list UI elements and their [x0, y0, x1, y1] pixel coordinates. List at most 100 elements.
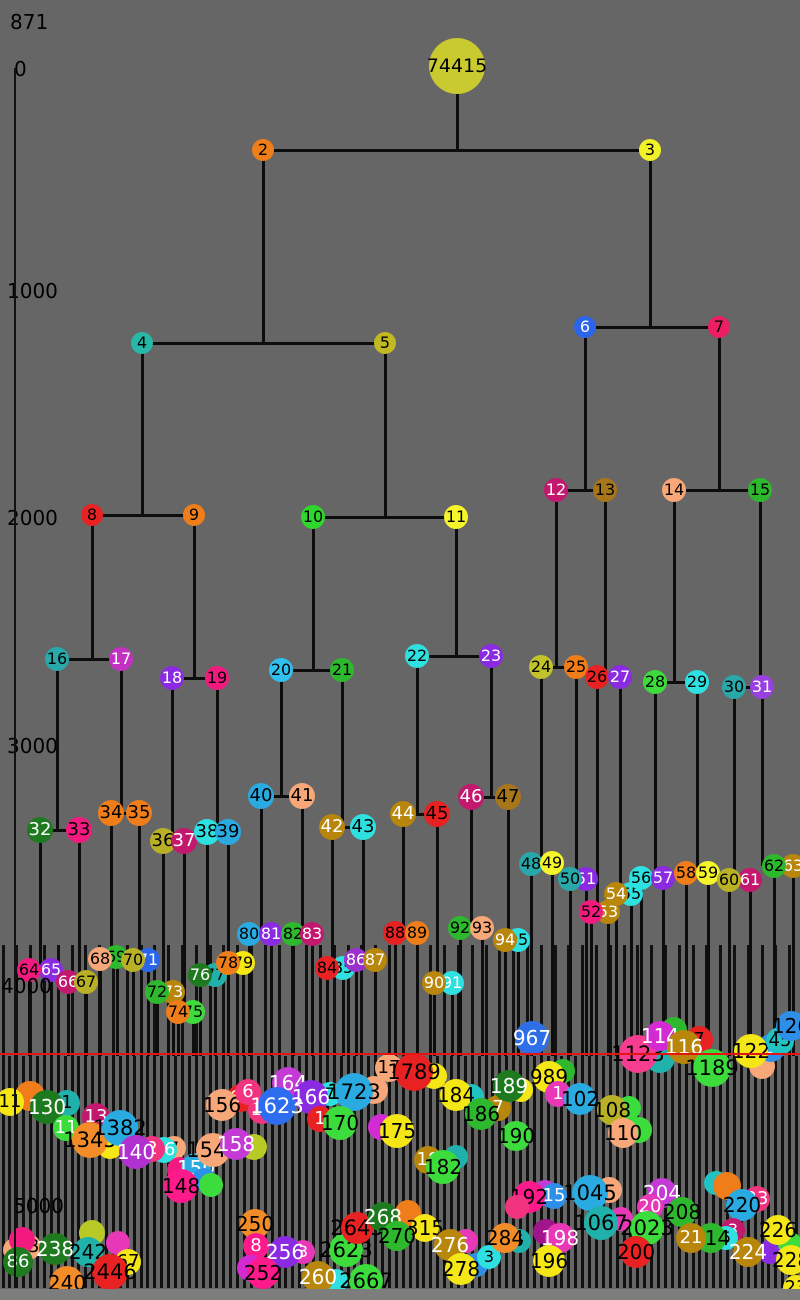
- tree-node[interactable]: 208: [663, 1197, 701, 1227]
- tree-node[interactable]: 59: [696, 861, 720, 885]
- tree-node[interactable]: 6: [574, 316, 596, 338]
- tree-node[interactable]: 47: [495, 784, 521, 810]
- tree-node[interactable]: 18: [160, 666, 184, 690]
- tree-node[interactable]: 12: [544, 478, 568, 502]
- tree-node[interactable]: 1723: [327, 1073, 381, 1111]
- tree-node[interactable]: 17: [109, 647, 133, 671]
- tree-node[interactable]: 34: [98, 800, 124, 826]
- tree-node[interactable]: 158: [217, 1128, 255, 1160]
- tree-node[interactable]: 50: [558, 867, 582, 891]
- tree-node[interactable]: 110: [604, 1118, 642, 1148]
- tree-node[interactable]: 22: [405, 644, 429, 668]
- tree-node[interactable]: 30: [722, 675, 746, 699]
- tree-node[interactable]: 256: [266, 1236, 304, 1268]
- tree-node[interactable]: 68: [88, 947, 112, 971]
- tree-node[interactable]: 228: [772, 1245, 800, 1275]
- tree-node[interactable]: 8: [243, 1233, 269, 1259]
- tree-node[interactable]: 23: [479, 644, 503, 668]
- tree-node[interactable]: 57: [651, 866, 675, 890]
- tree-node[interactable]: 260: [299, 1261, 337, 1293]
- tree-node[interactable]: 17: [375, 1054, 403, 1082]
- tree-node[interactable]: 14: [662, 478, 686, 502]
- tree-node[interactable]: 220: [723, 1189, 761, 1221]
- tree-node[interactable]: 1789: [387, 1053, 441, 1091]
- tree-node[interactable]: 62: [762, 854, 786, 878]
- tree-node[interactable]: 86: [3, 1247, 33, 1277]
- tree-node[interactable]: 33: [66, 817, 92, 843]
- tree-node[interactable]: 74: [166, 1000, 190, 1024]
- tree-node[interactable]: 1623: [250, 1087, 304, 1125]
- tree-node[interactable]: 92: [448, 916, 472, 940]
- tree-node[interactable]: 20: [269, 658, 293, 682]
- tree-node[interactable]: 32: [27, 817, 53, 843]
- tree-node[interactable]: 44: [390, 801, 416, 827]
- tree-node[interactable]: 967: [513, 1021, 551, 1055]
- tree-node[interactable]: 186: [462, 1098, 500, 1130]
- tree-node[interactable]: 200: [617, 1236, 655, 1268]
- tree-node[interactable]: 37: [171, 828, 197, 854]
- tree-node[interactable]: 65: [39, 958, 63, 982]
- tree-node[interactable]: 87: [363, 948, 387, 972]
- tree-node[interactable]: 70: [121, 948, 145, 972]
- tree-node[interactable]: 39: [215, 819, 241, 845]
- tree-node[interactable]: 31: [750, 675, 774, 699]
- tree-node[interactable]: 90: [422, 971, 446, 995]
- tree-node[interactable]: 46: [458, 784, 484, 810]
- tree-node[interactable]: 42: [319, 814, 345, 840]
- tree-node[interactable]: 80: [237, 922, 261, 946]
- tree-node[interactable]: 82: [281, 922, 305, 946]
- tree-node[interactable]: 93: [470, 916, 494, 940]
- tree-node[interactable]: 19: [205, 666, 229, 690]
- tree-node[interactable]: 35: [126, 800, 152, 826]
- tree-node[interactable]: 36: [150, 828, 176, 854]
- tree-node[interactable]: 74415: [427, 38, 487, 94]
- tree-node[interactable]: 11: [0, 1088, 24, 1116]
- tree-node[interactable]: 84: [315, 956, 339, 980]
- tree-node[interactable]: 6: [235, 1079, 261, 1105]
- tree-node[interactable]: 60: [717, 868, 741, 892]
- tree-node[interactable]: 9: [183, 504, 205, 526]
- tree-node[interactable]: 11: [53, 1115, 79, 1141]
- tree-node[interactable]: 224: [729, 1237, 767, 1267]
- tree-node[interactable]: 24: [529, 655, 553, 679]
- tree-node[interactable]: 156: [203, 1089, 241, 1121]
- tree-node[interactable]: 21: [330, 658, 354, 682]
- tree-node[interactable]: 27: [608, 665, 632, 689]
- tree-node[interactable]: 140: [117, 1135, 155, 1169]
- tree-node[interactable]: 10: [301, 505, 325, 529]
- tree-node[interactable]: 3: [639, 139, 661, 161]
- tree-node[interactable]: 238: [36, 1233, 74, 1265]
- tree-node[interactable]: 64: [17, 958, 41, 982]
- tree-node[interactable]: 21: [676, 1223, 706, 1253]
- tree-node[interactable]: 28: [643, 670, 667, 694]
- tree-node[interactable]: 284: [486, 1223, 524, 1253]
- tree-node[interactable]: 182: [424, 1150, 462, 1184]
- tree-node[interactable]: 148: [162, 1169, 200, 1203]
- tree-node[interactable]: 2: [252, 139, 274, 161]
- tree-node[interactable]: 13: [593, 478, 617, 502]
- tree-node[interactable]: 196: [530, 1245, 568, 1277]
- tree-node[interactable]: 116: [665, 1030, 703, 1064]
- tree-node[interactable]: 190: [497, 1121, 535, 1151]
- tree-node[interactable]: 278: [442, 1253, 480, 1285]
- tree-node[interactable]: 315: [405, 1214, 445, 1242]
- tree-node[interactable]: 4: [131, 332, 153, 354]
- tree-node[interactable]: 2645: [330, 1212, 384, 1244]
- tree-node[interactable]: 26: [585, 665, 609, 689]
- tree-node[interactable]: 41: [289, 783, 315, 809]
- tree-node[interactable]: 15: [541, 1183, 567, 1209]
- tree-node[interactable]: 252: [244, 1257, 282, 1289]
- tree-node[interactable]: 43: [350, 814, 376, 840]
- tree-node[interactable]: 226: [759, 1215, 797, 1245]
- tree-node[interactable]: 67: [74, 970, 98, 994]
- tree-node[interactable]: 72: [145, 980, 169, 1004]
- tree-node[interactable]: 270: [378, 1221, 416, 1251]
- tree-node[interactable]: 11: [444, 505, 468, 529]
- tree-node[interactable]: 54: [604, 882, 628, 906]
- tree-node[interactable]: 5: [374, 332, 396, 354]
- tree-node[interactable]: 48: [519, 852, 543, 876]
- tree-node-occluded[interactable]: [505, 1195, 529, 1219]
- tree-node-occluded[interactable]: [199, 1173, 223, 1197]
- tree-node[interactable]: 15: [748, 478, 772, 502]
- tree-node[interactable]: 189: [490, 1070, 528, 1102]
